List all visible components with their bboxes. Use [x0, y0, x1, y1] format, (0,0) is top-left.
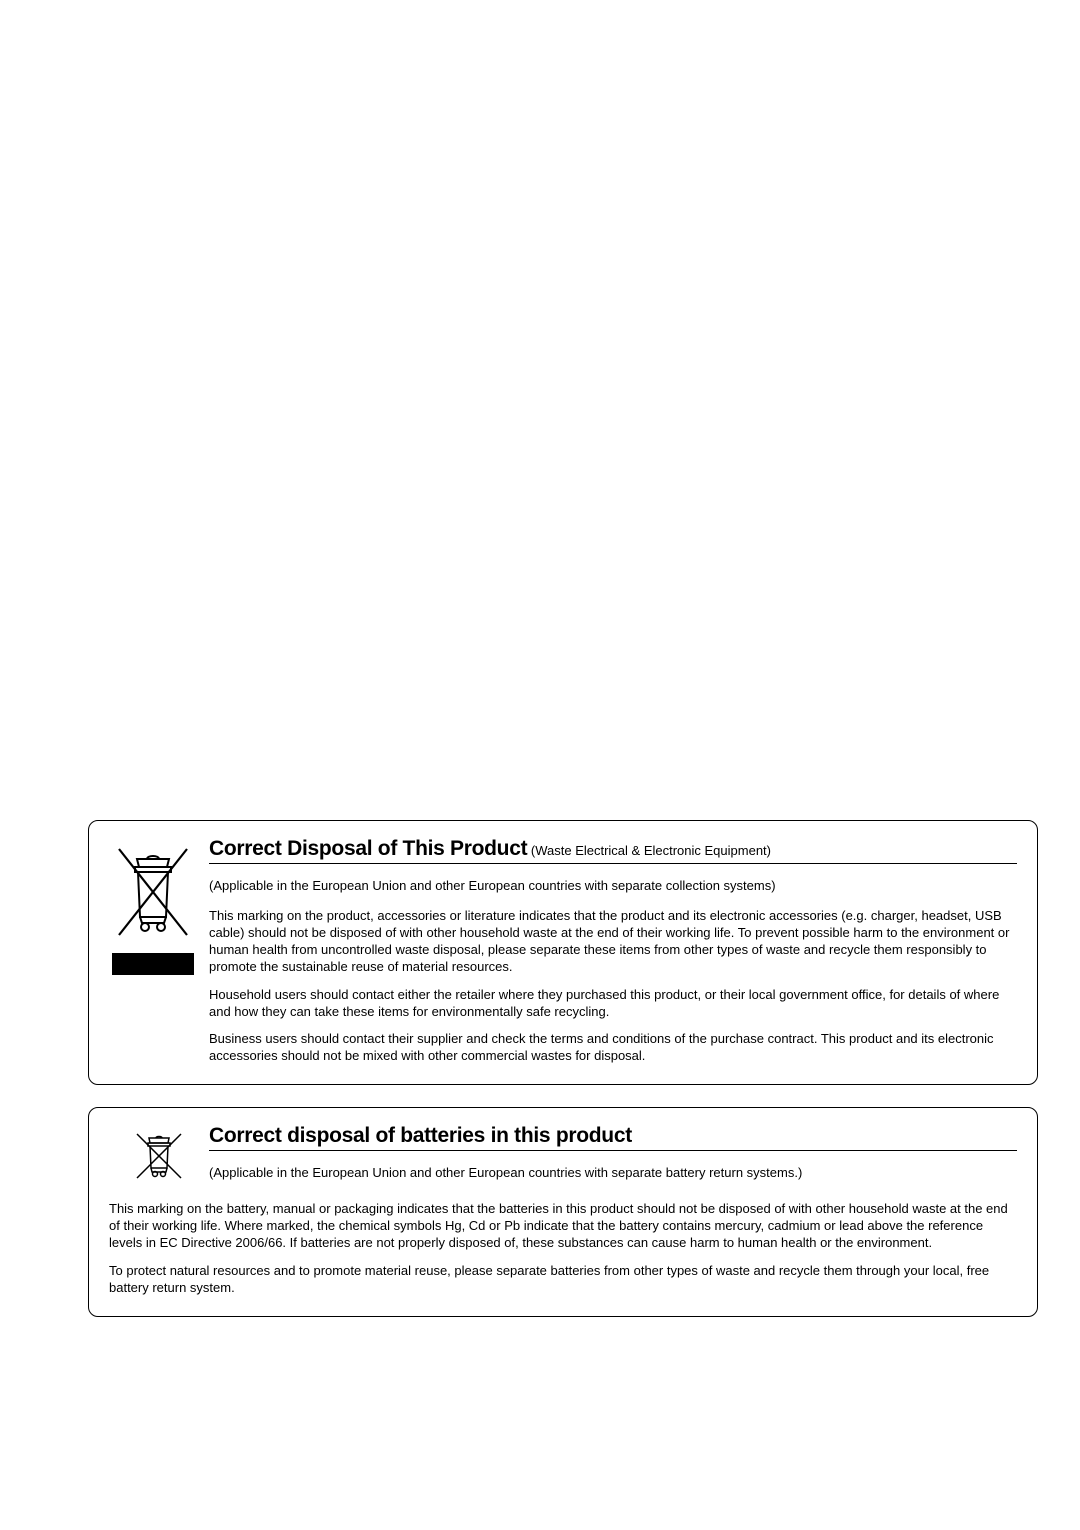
box2-subline: (Applicable in the European Union and ot…	[209, 1165, 1017, 1182]
box1-title-suffix: (Waste Electrical & Electronic Equipment…	[527, 843, 771, 858]
box1-title: Correct Disposal of This Product	[209, 837, 527, 860]
disposal-battery-notice: Correct disposal of batteries in this pr…	[88, 1107, 1038, 1317]
crossed-bin-small-icon	[131, 1128, 187, 1184]
box1-para-2: Household users should contact either th…	[209, 986, 1017, 1020]
crossed-bin-icon	[109, 837, 197, 947]
box1-para-3: Business users should contact their supp…	[209, 1030, 1017, 1064]
box2-para-1: This marking on the battery, manual or p…	[109, 1200, 1017, 1251]
disposal-product-notice: Correct Disposal of This Product (Waste …	[88, 820, 1038, 1085]
black-underline-bar	[112, 953, 194, 975]
box2-para-2: To protect natural resources and to prom…	[109, 1262, 1017, 1296]
box1-para-1: This marking on the product, accessories…	[209, 907, 1017, 976]
box1-subline: (Applicable in the European Union and ot…	[209, 878, 1017, 895]
box2-title-row: Correct disposal of batteries in this pr…	[209, 1124, 1017, 1151]
box1-title-row: Correct Disposal of This Product (Waste …	[209, 837, 1017, 864]
box2-title: Correct disposal of batteries in this pr…	[209, 1124, 632, 1147]
